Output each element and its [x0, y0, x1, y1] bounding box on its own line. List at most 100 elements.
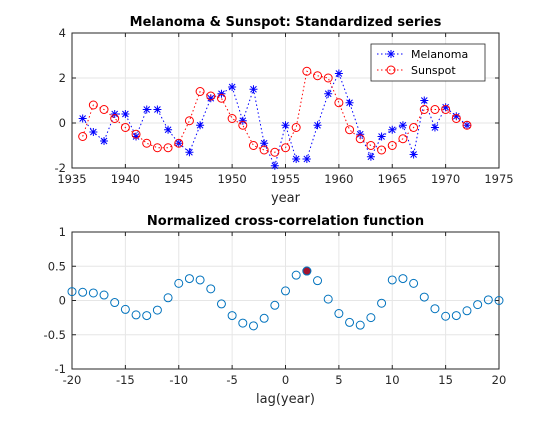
asterisk-stroke [132, 133, 140, 140]
asterisk-stroke [367, 153, 375, 161]
xcorr-point [462, 306, 472, 316]
asterisk-stroke [387, 50, 395, 58]
data-point-melanoma [462, 121, 471, 130]
xcorr-point [152, 305, 162, 315]
data-point-melanoma [334, 69, 343, 78]
xcorr-point [206, 284, 216, 294]
x-tick-label: 20 [492, 373, 507, 387]
asterisk-stroke [186, 148, 193, 156]
data-point-sunspot [441, 105, 451, 114]
xcorr-point [473, 300, 483, 310]
xcorr-point [78, 287, 88, 297]
xcorr-point [387, 275, 397, 285]
x-tick-label: 1940 [111, 172, 140, 186]
asterisk-stroke [143, 106, 151, 113]
data-point-melanoma [366, 152, 375, 161]
data-point-sunspot [281, 143, 290, 153]
data-point-sunspot [419, 105, 429, 114]
asterisk-stroke [79, 115, 87, 122]
legend: Melanoma Sunspot [370, 43, 486, 82]
xcorr-point [99, 290, 109, 300]
data-point-sunspot [163, 143, 173, 153]
asterisk-stroke [303, 155, 311, 163]
xcorr-point [88, 288, 98, 298]
data-point-sunspot [451, 114, 461, 123]
asterisk-stroke [282, 121, 289, 129]
data-point-melanoma [420, 96, 429, 105]
axes-1: 1935 1940 1945 1950 1955 1960 1965 1970 1975 -2 0 2… [55, 15, 514, 206]
data-point-melanoma [228, 83, 237, 91]
asterisk-stroke [122, 110, 129, 118]
xcorr-point [355, 320, 365, 330]
y-tick-label: -0.5 [44, 328, 66, 342]
x-tick-label: -10 [169, 373, 188, 387]
xcorr-point [270, 300, 280, 310]
data-point-melanoma [281, 121, 290, 130]
data-point-melanoma [153, 105, 162, 114]
xcorr-point [419, 292, 429, 302]
xcorr-point [227, 311, 237, 321]
xcorr-point [216, 299, 226, 309]
x-tick-label: -20 [63, 373, 82, 387]
data-point-melanoma [164, 125, 173, 134]
xcorr-peak-point [302, 266, 312, 276]
y-tick-label: 0.5 [48, 259, 66, 273]
xcorr-point [238, 318, 248, 328]
legend-box [370, 43, 486, 82]
asterisk-stroke [164, 126, 172, 134]
data-point-sunspot [184, 116, 194, 126]
xcorr-points [67, 266, 504, 331]
xcorr-point [441, 311, 451, 321]
data-point-sunspot [270, 147, 280, 157]
data-point-sunspot [430, 105, 440, 114]
y-tick-label: -1 [55, 362, 66, 376]
data-point-melanoma [270, 161, 279, 170]
data-point-sunspot [345, 125, 355, 135]
data-point-melanoma [185, 148, 194, 157]
x-tick-label: -15 [116, 373, 135, 387]
data-point-sunspot [377, 145, 387, 155]
x-tick-label: 1965 [378, 172, 407, 186]
data-point-melanoma [409, 150, 418, 159]
data-point-sunspot [366, 141, 376, 150]
xcorr-point [409, 278, 419, 288]
legend-marker [386, 65, 396, 75]
y-tick-label: 0 [59, 116, 66, 130]
data-point-sunspot [206, 91, 216, 101]
x-tick-label: 1945 [164, 172, 193, 186]
xcorr-point [345, 317, 355, 327]
xcorr-point [494, 296, 504, 305]
data-point-melanoma [142, 105, 151, 114]
xcorr-point [366, 313, 376, 323]
asterisk-stroke [100, 137, 108, 145]
x-tick-label: 15 [438, 373, 453, 387]
x-tick-label: 1960 [324, 172, 353, 186]
asterisk-stroke [271, 162, 279, 170]
y-tick-label: -2 [55, 161, 66, 175]
x-tick-label: 1935 [57, 172, 86, 186]
data-point-melanoma [441, 103, 450, 112]
xcorr-point [323, 294, 333, 304]
xcorr-point [281, 286, 290, 296]
xcorr-point [483, 295, 493, 305]
asterisk-stroke [314, 121, 321, 129]
series-layer [78, 66, 472, 170]
xcorr-point [110, 298, 120, 308]
x-tick-label: 1955 [271, 172, 300, 186]
asterisk-stroke [463, 121, 471, 129]
data-point-sunspot [259, 145, 269, 155]
asterisk-stroke [452, 112, 460, 120]
data-point-melanoma [430, 123, 439, 132]
data-point-sunspot [313, 71, 323, 81]
x-tick-label: 0 [282, 373, 289, 387]
data-point-sunspot [216, 93, 226, 103]
data-point-sunspot [174, 138, 184, 148]
asterisk-stroke [410, 151, 417, 158]
y-tick-label: 2 [59, 71, 66, 85]
data-point-melanoma [388, 125, 397, 134]
axes-2: -20 -15 -10 -5 0 5 10 15 20 -1 -0.5 0 0.5 1 Normalized… [44, 214, 507, 407]
xcorr-point [248, 321, 258, 331]
x-tick-label: 1975 [484, 172, 513, 186]
asterisk-stroke [260, 139, 268, 147]
xcorr-point [451, 311, 461, 321]
